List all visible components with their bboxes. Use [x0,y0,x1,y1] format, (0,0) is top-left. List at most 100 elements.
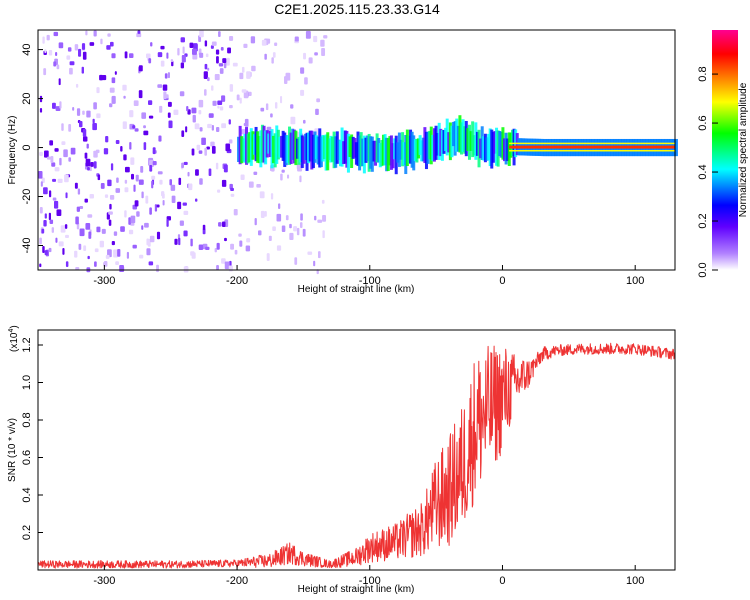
noise-cell [233,208,238,216]
signal-cell [482,136,486,161]
noise-cell [137,30,141,34]
noise-cell [79,206,84,210]
noise-cell [78,48,82,57]
noise-cell [299,222,303,229]
noise-cell [111,53,116,59]
noise-cell [221,123,227,129]
noise-cell [205,246,210,250]
noise-cell [256,184,261,188]
signal-cell [389,135,393,170]
signal-cell [241,138,245,162]
signal-cell [448,122,452,161]
spectrogram-y-label: Frequency (Hz) [7,116,18,185]
noise-cell [39,263,42,268]
noise-cell [272,52,276,58]
noise-cell [305,30,311,39]
noise-cell [136,211,140,217]
noise-cell [260,210,265,219]
noise-cell [113,249,119,258]
noise-cell [250,36,256,44]
noise-cell [60,225,66,233]
signal-cell [487,133,491,161]
signal-cell [436,132,440,156]
signal-cell [324,134,328,171]
signal-cell [388,136,392,166]
noise-cell [246,71,251,79]
noise-cell [216,265,219,270]
noise-cell [43,187,48,195]
noise-cell [39,107,43,113]
noise-cell [74,44,79,51]
signal-cell [501,127,505,160]
noise-cell [115,188,121,193]
noise-cell [68,124,72,132]
noise-cell [218,31,221,37]
signal-cell [405,129,409,167]
y-tick-label: 1.0 [21,375,33,390]
signal-cell [353,137,357,158]
noise-cell [96,113,101,119]
signal-cell [264,130,268,165]
noise-cell [76,108,81,116]
signal-cell [397,132,401,167]
noise-cell [52,102,56,109]
noise-cell [166,219,169,227]
signal-cell [246,133,250,164]
noise-cell [128,217,131,225]
noise-cell [274,102,278,109]
noise-cell [182,46,185,54]
noise-cell [215,49,220,55]
noise-cell [130,173,135,180]
noise-cell [228,139,233,144]
noise-cell [85,30,88,36]
noise-cell [53,61,57,67]
noise-cell [88,231,92,239]
noise-cell [156,204,160,208]
noise-cell [280,96,283,104]
noise-cell [199,30,204,38]
colorbar-ticks: 0.0 0.2 0.4 0.6 0.8 [697,66,718,278]
noise-cell [158,135,162,142]
signal-cell [316,136,320,165]
signal-cell [466,128,470,151]
noise-cell [211,124,214,131]
signal-cell [323,135,327,160]
noise-cell [68,157,72,162]
signal-cell [338,140,342,167]
noise-cell [203,71,208,79]
noise-cell [238,233,242,237]
signal-cell [445,118,449,156]
noise-cell [294,36,299,42]
signal-cell [311,134,315,169]
noise-cell [100,182,105,189]
noise-cell [82,51,87,60]
noise-cell [287,174,290,179]
noise-cell [65,192,68,199]
noise-cell [77,188,81,195]
noise-cell [204,89,207,96]
noise-cell [225,143,231,152]
noise-cell [48,190,52,198]
x-tick-label: 100 [626,275,644,287]
noise-cell [48,212,51,221]
colorbar-tick-label: 0.6 [697,115,709,130]
signal-cell [426,131,430,164]
signal-cell [362,135,366,174]
noise-cell [124,210,127,218]
signal-cell [475,131,479,156]
signal-cell [409,129,413,164]
signal-cell [420,140,424,162]
signal-cell [329,135,333,163]
signal-cell [310,130,314,170]
noise-cell [56,209,62,217]
noise-cell [113,231,118,236]
noise-cell [281,225,286,232]
signal-cell [480,126,484,160]
signal-cell [340,127,344,167]
noise-cell [96,226,101,233]
noise-cell [194,198,198,202]
y-tick-label: -40 [21,238,33,254]
noise-cell [116,177,119,183]
noise-cell [316,269,319,275]
noise-cell [86,143,89,149]
